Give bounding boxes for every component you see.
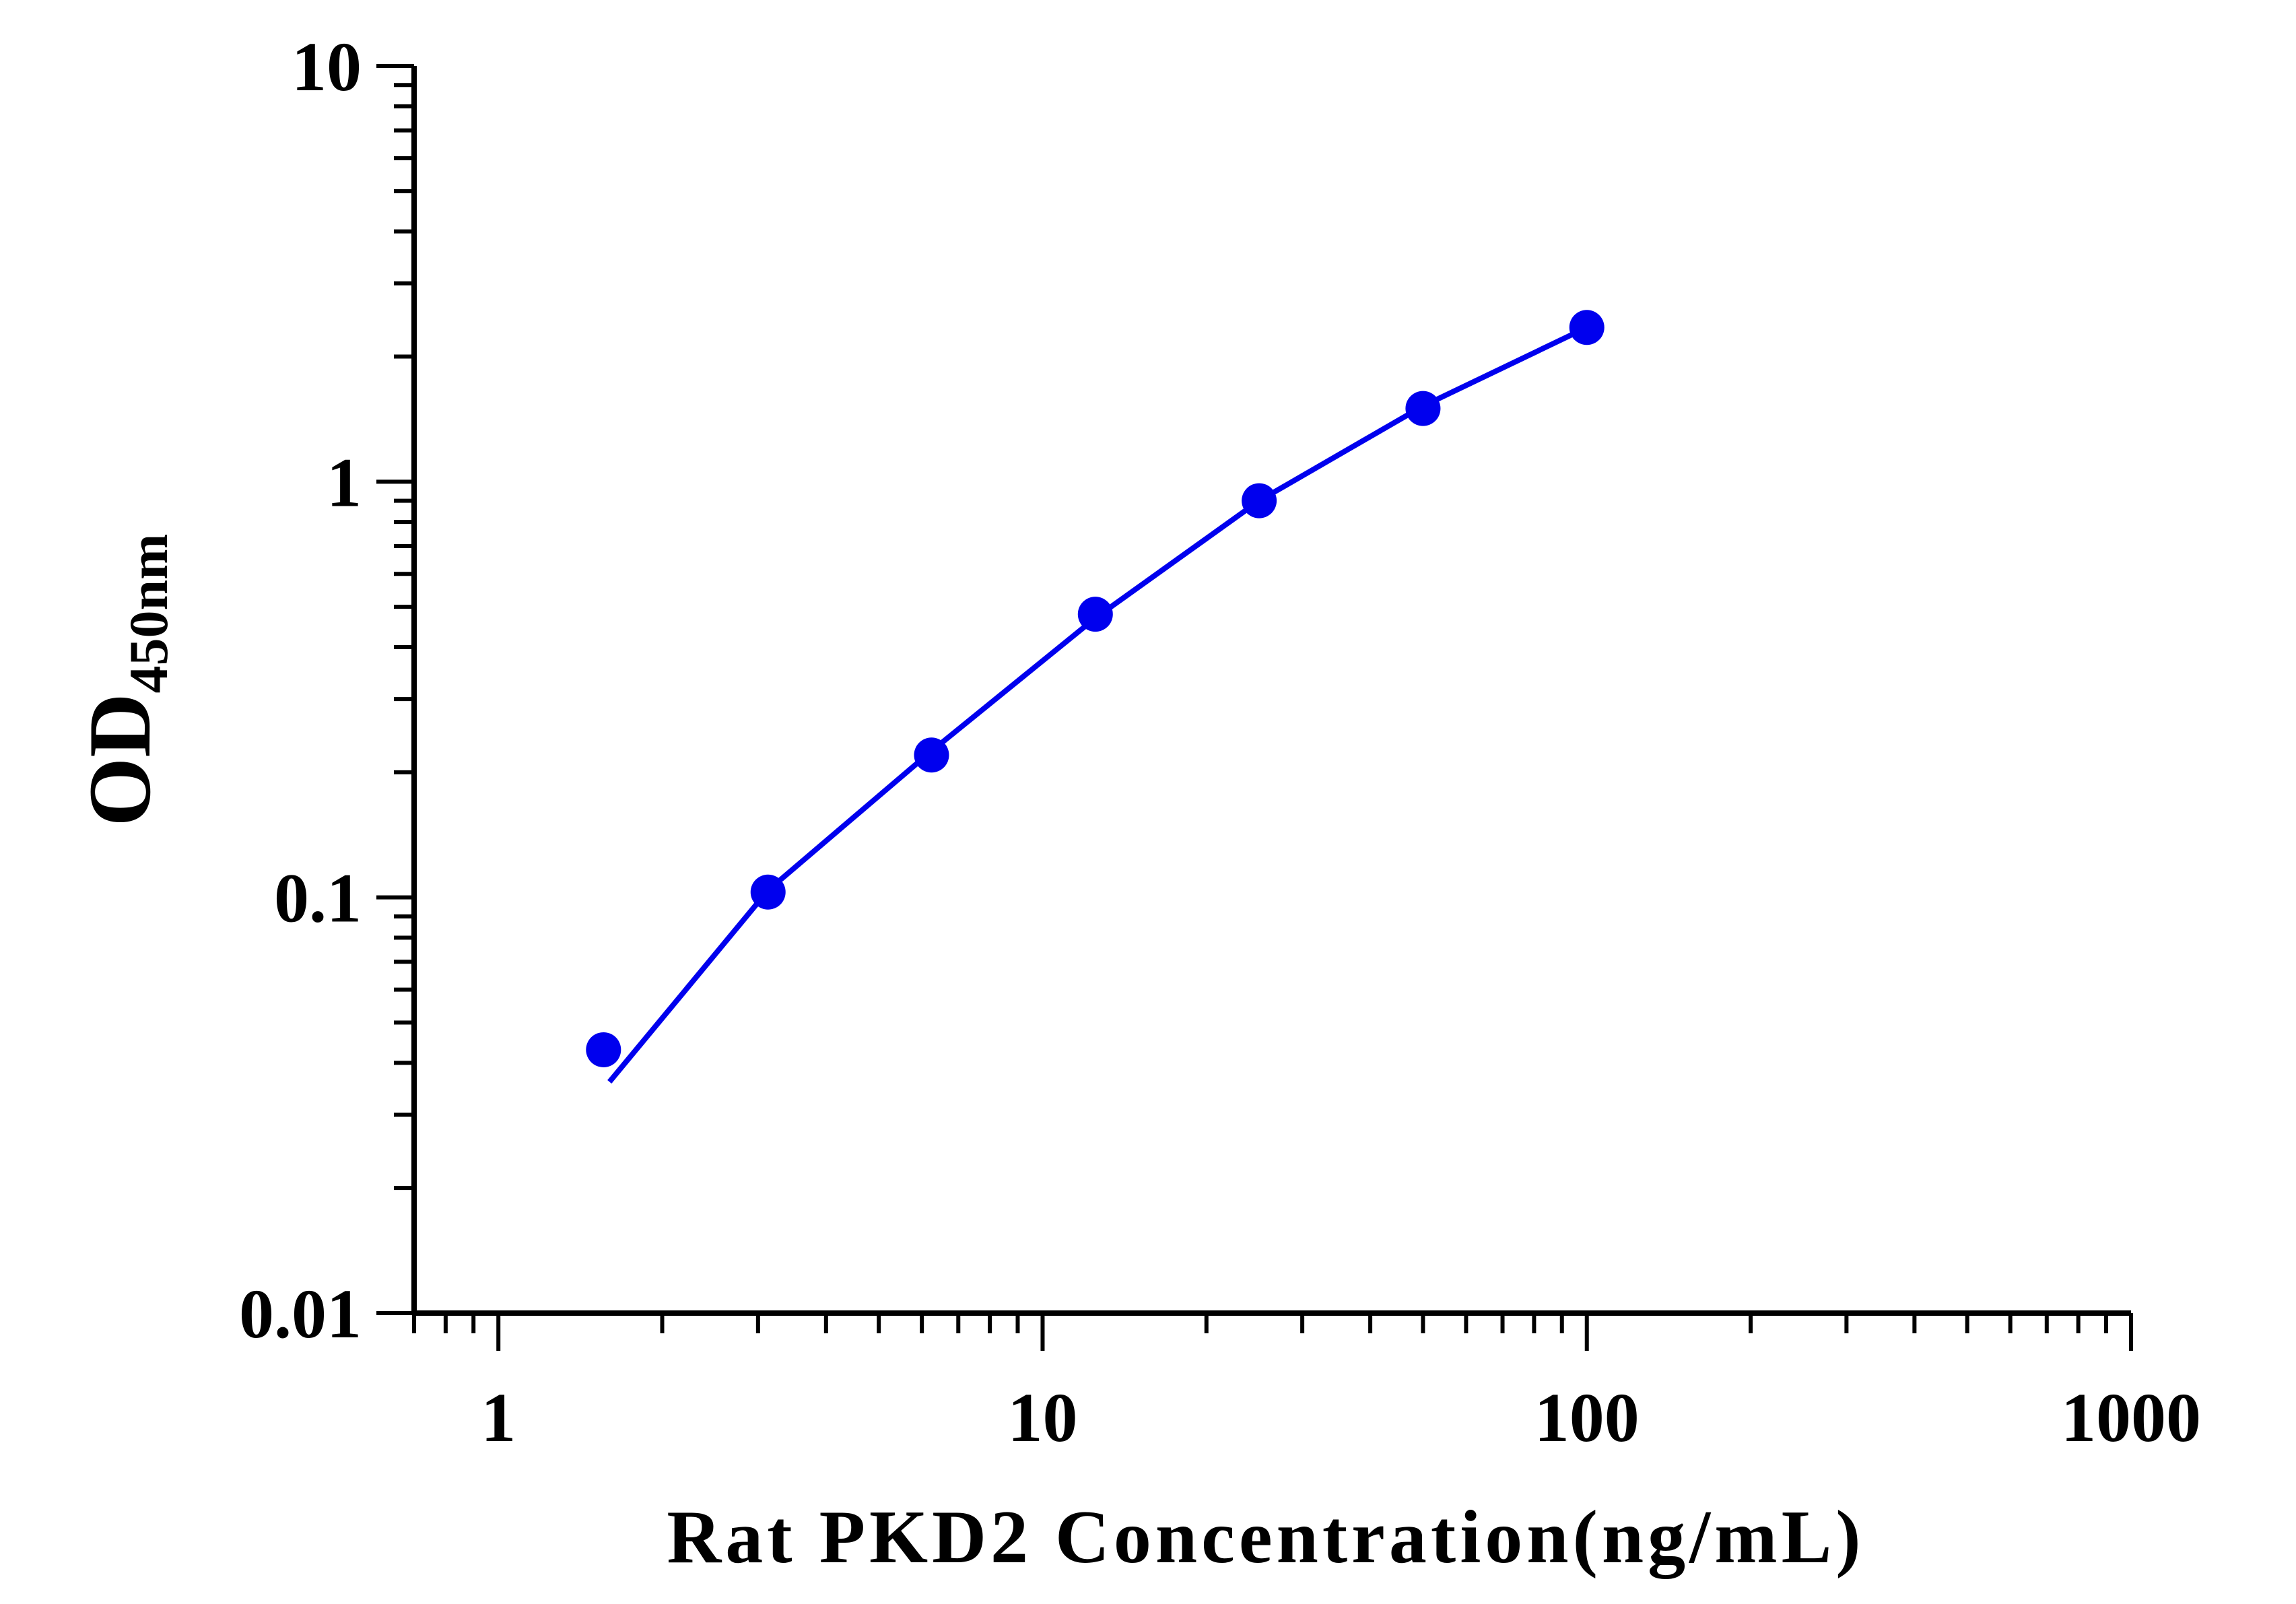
y-axis-title-main: OD [70,693,169,826]
x-tick-label: 10 [1007,1379,1077,1457]
fit-curve-layer [607,325,1588,1084]
y-tick-label: 10 [292,28,362,106]
y-tick-label: 0.01 [239,1275,362,1353]
data-point [1405,391,1441,426]
fit-curve-line [607,325,1588,1084]
data-points-layer [586,310,1605,1067]
y-axis-title: OD450nm [70,534,179,827]
data-point [1569,310,1605,345]
data-point [750,874,786,910]
x-tick-label: 1 [481,1379,516,1457]
data-point [914,737,949,773]
x-tick-label: 1000 [2061,1379,2201,1457]
svg-text:OD450nm: OD450nm [70,534,179,827]
y-axis-title-subscript: 450nm [118,534,179,694]
axes [376,64,2133,1351]
data-point [1242,483,1277,519]
data-point [1077,597,1113,632]
data-point [586,1032,621,1067]
y-tick-label: 0.1 [274,860,362,937]
x-axis-title: Rat PKD2 Concentration(ng/mL) [667,1496,1864,1579]
x-tick-label: 100 [1534,1379,1640,1457]
labels-layer: 1 10 100 1000 0.01 0.1 1 10 [239,28,2201,1457]
y-tick-label: 1 [327,444,362,521]
